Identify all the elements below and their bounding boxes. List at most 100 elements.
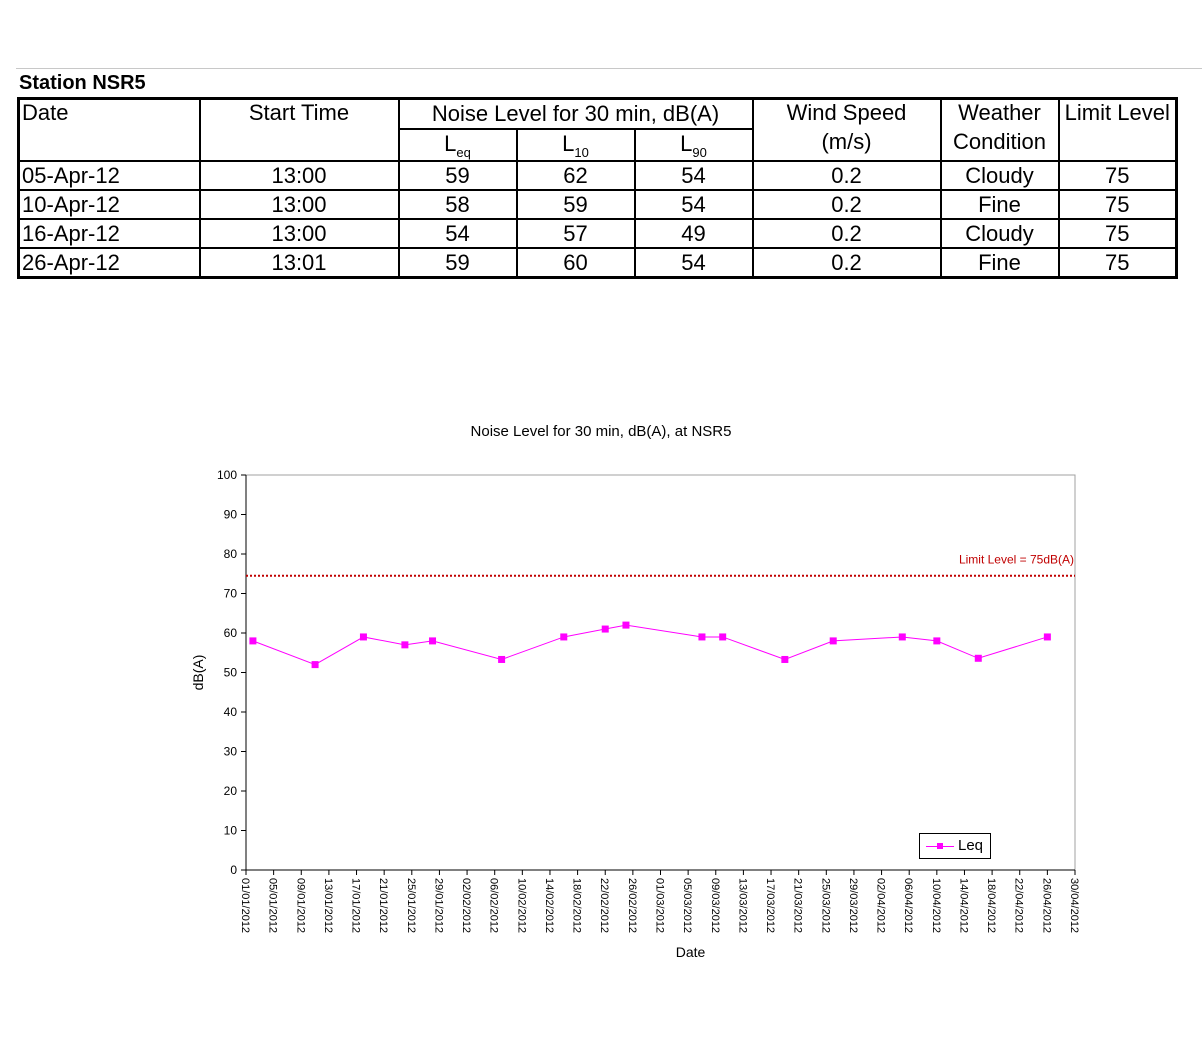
y-tick-label: 80 xyxy=(224,547,238,561)
x-tick-label: 10/02/2012 xyxy=(515,878,527,933)
x-tick-label: 29/01/2012 xyxy=(432,878,444,933)
x-tick-label: 09/03/2012 xyxy=(709,878,721,933)
header-weather-label-2: Condition xyxy=(953,129,1046,154)
y-tick-label: 40 xyxy=(224,705,238,719)
cell-l90: 54 xyxy=(633,189,754,220)
cell-date: 10-Apr-12 xyxy=(17,189,201,220)
x-tick-label: 17/01/2012 xyxy=(350,878,362,933)
x-tick-label: 01/03/2012 xyxy=(654,878,666,933)
cell-start-time: 13:00 xyxy=(198,189,400,220)
y-tick-label: 10 xyxy=(224,824,238,838)
x-tick-label: 18/04/2012 xyxy=(985,878,997,933)
top-rule xyxy=(16,68,1202,69)
series-line-leq xyxy=(252,624,1048,666)
x-tick-label: 26/04/2012 xyxy=(1040,878,1052,933)
x-tick-label: 25/01/2012 xyxy=(405,878,417,933)
header-wind-speed-unit: (m/s) xyxy=(821,129,872,154)
cell-leq: 59 xyxy=(397,160,518,191)
data-point xyxy=(359,633,367,641)
header-start-time: Start Time xyxy=(198,97,400,162)
x-tick-label: 18/02/2012 xyxy=(571,878,583,933)
x-tick-label: 30/04/2012 xyxy=(1068,878,1080,933)
cell-date: 26-Apr-12 xyxy=(17,247,201,279)
x-tick-label: 06/02/2012 xyxy=(488,878,500,933)
header-l10: L10 xyxy=(515,128,636,162)
x-tick-label: 01/01/2012 xyxy=(239,878,251,933)
data-point xyxy=(429,637,437,645)
table-row: 10-Apr-12 13:00 58 59 54 0.2 Fine 75 xyxy=(17,189,1178,220)
cell-wind-speed: 0.2 xyxy=(751,218,942,249)
cell-date: 05-Apr-12 xyxy=(17,160,201,191)
data-point xyxy=(311,661,319,669)
cell-l90: 54 xyxy=(633,247,754,279)
x-tick-label: 14/04/2012 xyxy=(957,878,969,933)
x-axis-title: Date xyxy=(676,944,706,960)
y-tick-label: 100 xyxy=(217,468,237,482)
x-tick-label: 05/01/2012 xyxy=(267,878,279,933)
x-tick-label: 10/04/2012 xyxy=(930,878,942,933)
cell-leq: 59 xyxy=(397,247,518,279)
data-point xyxy=(498,655,506,663)
data-point xyxy=(622,621,630,629)
x-tick-label: 29/03/2012 xyxy=(847,878,859,933)
chart-title: Noise Level for 30 min, dB(A), at NSR5 xyxy=(470,423,732,440)
legend-label: Leq xyxy=(958,837,984,854)
cell-date: 16-Apr-12 xyxy=(17,218,201,249)
x-tick-label: 21/01/2012 xyxy=(377,878,389,933)
data-point xyxy=(933,637,941,645)
limit-label: Limit Level = 75dB(A) xyxy=(959,553,1074,567)
x-tick-label: 05/03/2012 xyxy=(681,878,693,933)
header-l10-l: L xyxy=(562,130,575,156)
x-tick-label: 06/04/2012 xyxy=(902,878,914,933)
header-wind-speed: Wind Speed (m/s) xyxy=(751,97,942,162)
cell-weather: Cloudy xyxy=(939,218,1060,249)
table-row: 16-Apr-12 13:00 54 57 49 0.2 Cloudy 75 xyxy=(17,218,1178,249)
cell-start-time: 13:00 xyxy=(198,160,400,191)
x-tick-label: 14/02/2012 xyxy=(543,878,555,933)
header-noise-level: Noise Level for 30 min, dB(A) xyxy=(397,97,754,130)
data-point xyxy=(601,625,609,633)
cell-l10: 62 xyxy=(515,160,636,191)
cell-start-time: 13:01 xyxy=(198,247,400,279)
header-weather: Weather Condition xyxy=(939,97,1060,162)
cell-leq: 54 xyxy=(397,218,518,249)
x-tick-label: 13/01/2012 xyxy=(322,878,334,933)
y-tick-label: 90 xyxy=(224,508,238,522)
x-tick-label: 26/02/2012 xyxy=(626,878,638,933)
header-date: Date xyxy=(17,97,201,162)
x-tick-label: 13/03/2012 xyxy=(736,878,748,933)
x-tick-label: 02/02/2012 xyxy=(460,878,472,933)
x-tick-label: 17/03/2012 xyxy=(764,878,776,933)
header-weather-label: Weather xyxy=(958,100,1041,125)
cell-wind-speed: 0.2 xyxy=(751,247,942,279)
y-tick-label: 20 xyxy=(224,784,238,798)
y-tick-label: 60 xyxy=(224,626,238,640)
data-point xyxy=(781,655,789,663)
header-limit-level: Limit Level xyxy=(1057,97,1178,162)
x-tick-label: 22/02/2012 xyxy=(598,878,610,933)
header-l10-sub: 10 xyxy=(574,144,589,160)
data-point xyxy=(898,633,906,641)
header-l90: L90 xyxy=(633,128,754,162)
x-tick-label: 25/03/2012 xyxy=(819,878,831,933)
data-point xyxy=(560,633,568,641)
data-point xyxy=(719,633,727,641)
cell-l90: 49 xyxy=(633,218,754,249)
cell-wind-speed: 0.2 xyxy=(751,160,942,191)
cell-weather: Fine xyxy=(939,189,1060,220)
y-tick-label: 50 xyxy=(224,666,238,680)
data-point xyxy=(974,654,982,662)
header-l90-sub: 90 xyxy=(692,144,707,160)
data-point xyxy=(249,637,257,645)
table-row: 26-Apr-12 13:01 59 60 54 0.2 Fine 75 xyxy=(17,247,1178,279)
chart-legend: Leq xyxy=(919,833,991,859)
table-row: 05-Apr-12 13:00 59 62 54 0.2 Cloudy 75 xyxy=(17,160,1178,191)
cell-l10: 60 xyxy=(515,247,636,279)
header-row: Date Start Time Noise Level for 30 min, … xyxy=(17,97,1178,162)
header-leq-l: L xyxy=(444,130,457,156)
cell-limit: 75 xyxy=(1057,189,1178,220)
plot-area xyxy=(245,474,1076,871)
header-leq: Leq xyxy=(397,128,518,162)
cell-l90: 54 xyxy=(633,160,754,191)
cell-limit: 75 xyxy=(1057,218,1178,249)
